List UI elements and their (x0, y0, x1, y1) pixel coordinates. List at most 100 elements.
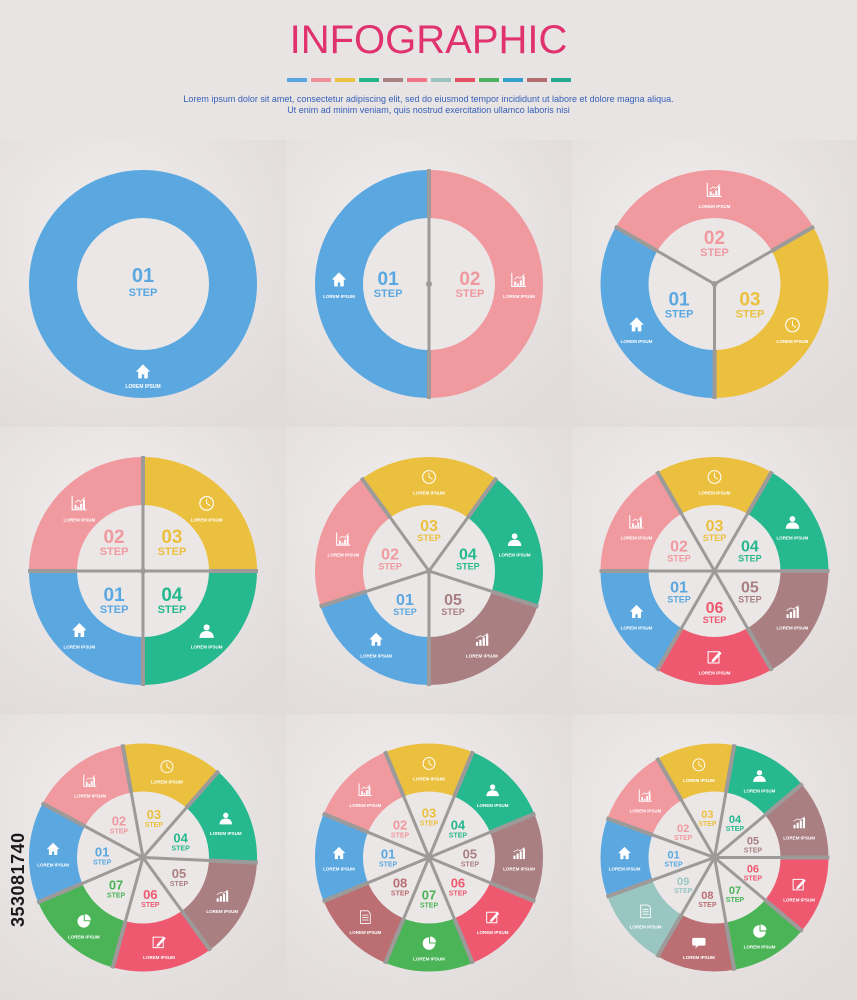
center-divider (366, 856, 430, 885)
step-label: STEP (420, 902, 439, 909)
step-label: STEP (158, 546, 187, 558)
chart-icon (511, 272, 527, 287)
home-icon (629, 317, 644, 332)
clock-icon (160, 760, 174, 774)
center-divider (401, 856, 431, 920)
step-number: 07 (422, 887, 436, 902)
center-divider (713, 791, 728, 858)
center-divider (427, 795, 457, 859)
step-label: STEP (744, 848, 763, 855)
chat-icon (692, 937, 706, 949)
user-icon (219, 812, 233, 825)
lorem-label: LOREM IPSUM (151, 780, 183, 785)
center-divider (428, 569, 494, 594)
home-icon (72, 623, 87, 638)
step-label: STEP (100, 546, 129, 558)
color-swatch (550, 78, 571, 82)
step-number: 03 (420, 518, 438, 535)
center-divider (427, 515, 470, 572)
step-number: 03 (147, 807, 161, 822)
user-icon (785, 516, 800, 529)
step-number: 03 (422, 806, 436, 821)
document-icon (640, 904, 651, 919)
step-label: STEP (726, 826, 745, 833)
bar-chart-icon (216, 889, 229, 902)
hub-dot (711, 854, 718, 861)
clock-icon (785, 317, 800, 333)
home-icon (618, 846, 631, 860)
pie-icon (753, 924, 767, 938)
stock-id-watermark: 353081740 (8, 832, 28, 928)
center-divider (713, 570, 750, 630)
lorem-label: LOREM IPSUM (210, 831, 242, 836)
lorem-label: LOREM IPSUM (63, 645, 95, 650)
center-divider (679, 570, 716, 630)
chart-icon (629, 515, 644, 529)
color-swatch (478, 78, 499, 82)
step-label: STEP (698, 902, 717, 909)
description-line-2: Ut enim ad minim veniam, quis nostrud ex… (287, 105, 570, 115)
step-number: 01 (396, 592, 414, 609)
step-number: 02 (677, 823, 689, 835)
lorem-label: LOREM IPSUM (499, 553, 531, 558)
home-icon (629, 604, 644, 618)
clock-icon (422, 470, 436, 484)
hub-dot (426, 281, 432, 287)
user-icon (199, 624, 214, 638)
user-icon (486, 784, 499, 797)
center-divider (713, 857, 728, 924)
chart-icon (706, 182, 722, 197)
lorem-label: LOREM IPSUM (609, 867, 641, 872)
step-label: STEP (107, 892, 126, 899)
step-label: STEP (736, 308, 765, 320)
chart-icon (336, 532, 351, 546)
step-number: 04 (459, 546, 477, 563)
user-icon (507, 533, 522, 546)
color-swatch (310, 78, 331, 82)
step-number: 01 (378, 269, 400, 290)
lorem-label: LOREM IPSUM (328, 553, 360, 558)
header: INFOGRAPHIC Lorem ipsum dolor sit amet, … (0, 0, 857, 140)
bar-chart-icon (793, 816, 806, 829)
lorem-label: LOREM IPSUM (477, 803, 509, 808)
lorem-label: LOREM IPSUM (621, 339, 653, 344)
step-label: STEP (417, 533, 441, 543)
edit-icon (152, 936, 166, 949)
lorem-label: LOREM IPSUM (783, 836, 815, 841)
description: Lorem ipsum dolor sit amet, consectetur … (0, 94, 857, 116)
step-label: STEP (100, 604, 129, 616)
step-label: STEP (391, 833, 410, 840)
step-number: 02 (393, 818, 407, 833)
step-label: STEP (744, 875, 763, 882)
home-icon (332, 846, 346, 860)
step-label: STEP (738, 594, 762, 604)
step-number: 07 (729, 885, 741, 897)
lorem-label: LOREM IPSUM (477, 930, 509, 935)
center-divider (123, 857, 145, 923)
step-label: STEP (449, 833, 468, 840)
lorem-label: LOREM IPSUM (503, 867, 535, 872)
step-number: 08 (393, 875, 407, 890)
lorem-label: LOREM IPSUM (349, 930, 381, 935)
step-label: STEP (171, 845, 190, 852)
step-label: STEP (393, 607, 417, 617)
step-label: STEP (158, 604, 187, 616)
lorem-label: LOREM IPSUM (74, 794, 106, 799)
step-number: 02 (103, 527, 124, 548)
step-number: 02 (112, 813, 126, 828)
lorem-label: LOREM IPSUM (699, 491, 731, 496)
step-label: STEP (449, 890, 468, 897)
pie-icon (77, 914, 91, 928)
step-number: 01 (95, 845, 109, 860)
home-icon (46, 842, 60, 856)
color-swatch-row (0, 78, 857, 82)
step-number: 01 (132, 265, 154, 287)
lorem-label: LOREM IPSUM (143, 955, 175, 960)
color-swatch (502, 78, 523, 82)
lorem-label: LOREM IPSUM (744, 789, 776, 794)
lorem-label: LOREM IPSUM (744, 944, 776, 949)
